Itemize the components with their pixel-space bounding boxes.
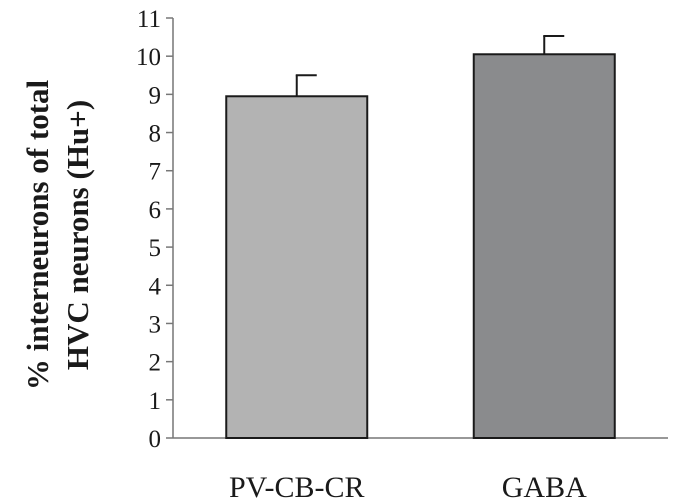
y-tick-label: 9 — [149, 82, 162, 109]
y-axis-ticks: 0 1 2 3 4 5 6 7 8 9 10 11 — [136, 6, 173, 453]
x-axis-categories: PV-CB-CR GABA — [229, 471, 587, 504]
y-tick-label: 5 — [149, 235, 162, 262]
bar — [225, 95, 369, 439]
y-tick-label: 6 — [149, 197, 162, 224]
y-axis-label-line-1: % interneurons of total — [20, 79, 55, 390]
y-axis-label-line-2: HVC neurons (Hu+) — [60, 100, 95, 370]
y-tick-label: 3 — [149, 311, 162, 338]
y-tick-label: 2 — [149, 350, 162, 377]
category-label: GABA — [502, 471, 587, 504]
y-tick-label: 7 — [149, 159, 162, 186]
y-tick-label: 8 — [149, 121, 162, 148]
y-axis-label: % interneurons of total HVC neurons (Hu+… — [20, 79, 95, 390]
category-label: PV-CB-CR — [229, 471, 365, 504]
y-tick-label: 0 — [149, 426, 162, 453]
y-tick-label: 1 — [149, 388, 162, 415]
bars — [225, 34, 616, 439]
y-tick-label: 4 — [149, 273, 162, 300]
y-tick-label: 10 — [136, 44, 161, 71]
y-tick-label: 11 — [137, 6, 161, 33]
bar — [472, 53, 616, 439]
